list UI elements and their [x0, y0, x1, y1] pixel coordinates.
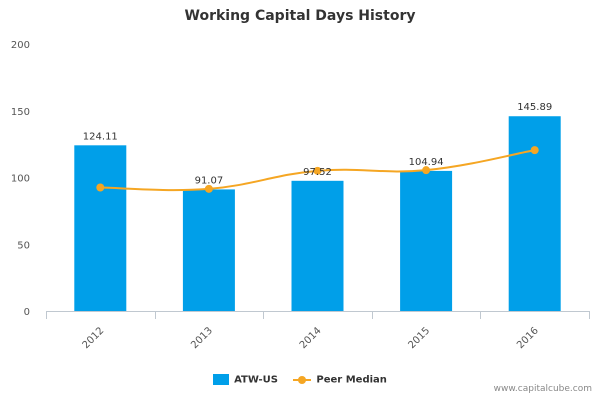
- data-label-2016: 145.89: [517, 102, 552, 113]
- peer-median-point-2013[interactable]: [204, 184, 213, 193]
- legend-label-atw-us: ATW-US: [234, 374, 278, 386]
- peer-median-point-2012[interactable]: [96, 183, 105, 192]
- y-tick-label: 200: [11, 40, 30, 51]
- chart-title: Working Capital Days History: [184, 8, 416, 24]
- bar-2016[interactable]: [508, 116, 561, 311]
- bar-2015[interactable]: [400, 170, 453, 311]
- x-tick-label: 2015: [406, 325, 432, 351]
- y-tick-label: 50: [17, 240, 30, 251]
- peer-median-point-2016[interactable]: [530, 146, 539, 155]
- peer-median-point-2015[interactable]: [422, 166, 431, 175]
- legend-label-peer-median: Peer Median: [316, 374, 387, 386]
- x-axis-ticks: 2012 2013 2014 2015 2016: [81, 325, 541, 351]
- bar-2014[interactable]: [291, 180, 344, 311]
- data-label-2012: 124.11: [83, 131, 118, 142]
- data-label-2013: 91.07: [195, 175, 224, 186]
- watermark: www.capitalcube.com: [493, 384, 592, 394]
- y-axis-ticks: 0 50 100 150 200: [11, 40, 30, 318]
- x-axis: [46, 311, 590, 319]
- peer-median-point-2014[interactable]: [313, 166, 322, 175]
- legend-item-atw-us[interactable]: ATW-US: [213, 374, 278, 386]
- x-tick-label: 2016: [515, 325, 541, 351]
- y-tick-label: 150: [11, 107, 30, 118]
- legend-bar-swatch: [213, 374, 230, 385]
- y-tick-label: 0: [24, 307, 30, 318]
- data-label-2014: 97.52: [303, 167, 332, 178]
- bar-2012[interactable]: [74, 145, 127, 311]
- bar-series: [74, 116, 561, 311]
- y-tick-label: 100: [11, 174, 30, 185]
- legend-item-peer-median[interactable]: Peer Median: [293, 374, 387, 386]
- data-label-2015: 104.94: [409, 157, 444, 168]
- legend: ATW-US Peer Median: [0, 374, 600, 386]
- data-labels: 124.11 91.07 97.52 104.94 145.89: [83, 102, 552, 186]
- x-tick-label: 2013: [189, 325, 215, 351]
- x-tick-label: 2014: [298, 325, 324, 351]
- x-tick-label: 2012: [81, 325, 107, 351]
- peer-median-series: [96, 146, 539, 193]
- bar-2013[interactable]: [182, 189, 235, 311]
- legend-line-swatch: [293, 374, 312, 385]
